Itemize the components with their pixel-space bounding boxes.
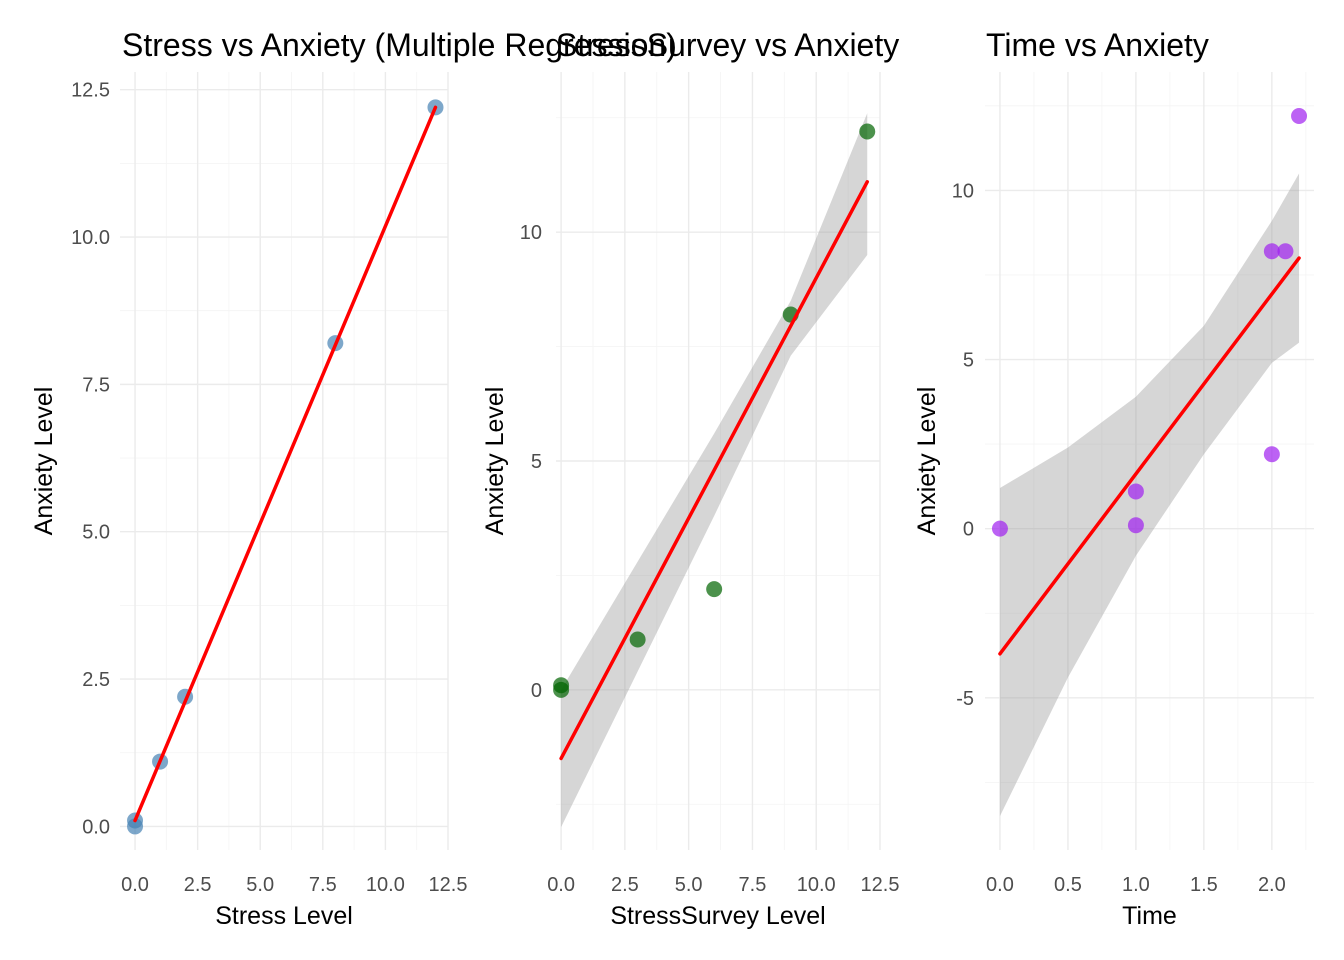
- x-tick-label: 5.0: [675, 874, 703, 896]
- y-tick-label: 0: [963, 519, 974, 541]
- y-tick-label: 10.0: [71, 227, 110, 249]
- y-tick-label: 10: [952, 180, 974, 202]
- data-point: [706, 581, 723, 598]
- data-point: [1127, 483, 1144, 500]
- y-tick-label: 12.5: [71, 80, 110, 102]
- x-tick-label: 5.0: [246, 874, 274, 896]
- regression-line: [559, 180, 869, 761]
- y-tick-label: 5.0: [82, 522, 110, 544]
- x-tick-label: 7.5: [309, 874, 337, 896]
- x-tick-label: 0.0: [547, 874, 575, 896]
- y-axis-title: Anxiety Level: [30, 387, 58, 536]
- y-tick-label: 2.5: [82, 669, 110, 691]
- x-tick-label: 12.5: [861, 874, 900, 896]
- x-axis-title: Stress Level: [215, 902, 353, 930]
- data-point: [859, 123, 876, 140]
- data-point: [1291, 107, 1308, 124]
- y-tick-label: 7.5: [82, 374, 110, 396]
- y-tick-label: 5: [531, 451, 542, 473]
- regression-line: [998, 256, 1301, 656]
- data-point: [1277, 243, 1294, 260]
- y-axis-title: Anxiety Level: [481, 387, 509, 536]
- y-tick-label: 5: [963, 350, 974, 372]
- x-tick-label: 12.5: [429, 874, 468, 896]
- panel-2: 0.0 2.5 5.0 7.5 10.0 12.5 0 5 10 StressSurvey Lev…: [481, 27, 899, 930]
- panel-title: Time vs Anxiety: [986, 27, 1209, 63]
- x-axis-title: Time: [1122, 902, 1177, 930]
- y-axis-title: Anxiety Level: [913, 387, 941, 536]
- data-point: [1263, 446, 1280, 463]
- data-point: [1263, 243, 1280, 260]
- panel-title: StressSurvey vs Anxiety: [556, 27, 899, 63]
- x-tick-label: 7.5: [739, 874, 767, 896]
- x-tick-label: 10.0: [797, 874, 836, 896]
- y-tick-label: 10: [520, 222, 542, 244]
- data-point: [991, 520, 1008, 537]
- y-tick-label: 0.0: [82, 816, 110, 838]
- data-point: [1127, 517, 1144, 534]
- x-tick-label: 0.5: [1054, 874, 1082, 896]
- x-tick-label: 2.5: [611, 874, 639, 896]
- data-point: [553, 677, 570, 694]
- panel-title: Stress vs Anxiety (Multiple Regression): [122, 27, 677, 63]
- x-tick-label: 0.0: [986, 874, 1014, 896]
- confidence-band: [999, 173, 1300, 817]
- x-tick-label: 1.0: [1122, 874, 1150, 896]
- x-axis-title: StressSurvey Level: [610, 902, 825, 930]
- y-tick-label: -5: [956, 688, 974, 710]
- panel-1: 0.0 2.5 5.0 7.5 10.0 12.5 0.0 2.5 5.0 7.5 10.0 12.5…: [30, 27, 677, 930]
- regression-line: [133, 105, 438, 823]
- data-point: [629, 631, 646, 648]
- x-tick-label: 2.5: [184, 874, 212, 896]
- x-tick-label: 1.5: [1190, 874, 1218, 896]
- x-tick-label: 0.0: [121, 874, 149, 896]
- y-tick-label: 0: [531, 680, 542, 702]
- x-tick-label: 2.0: [1258, 874, 1286, 896]
- panel-3: 0.0 0.5 1.0 1.5 2.0 -5 0 5 10 Time Anxiety Level Ti…: [913, 27, 1314, 930]
- x-tick-label: 10.0: [366, 874, 405, 896]
